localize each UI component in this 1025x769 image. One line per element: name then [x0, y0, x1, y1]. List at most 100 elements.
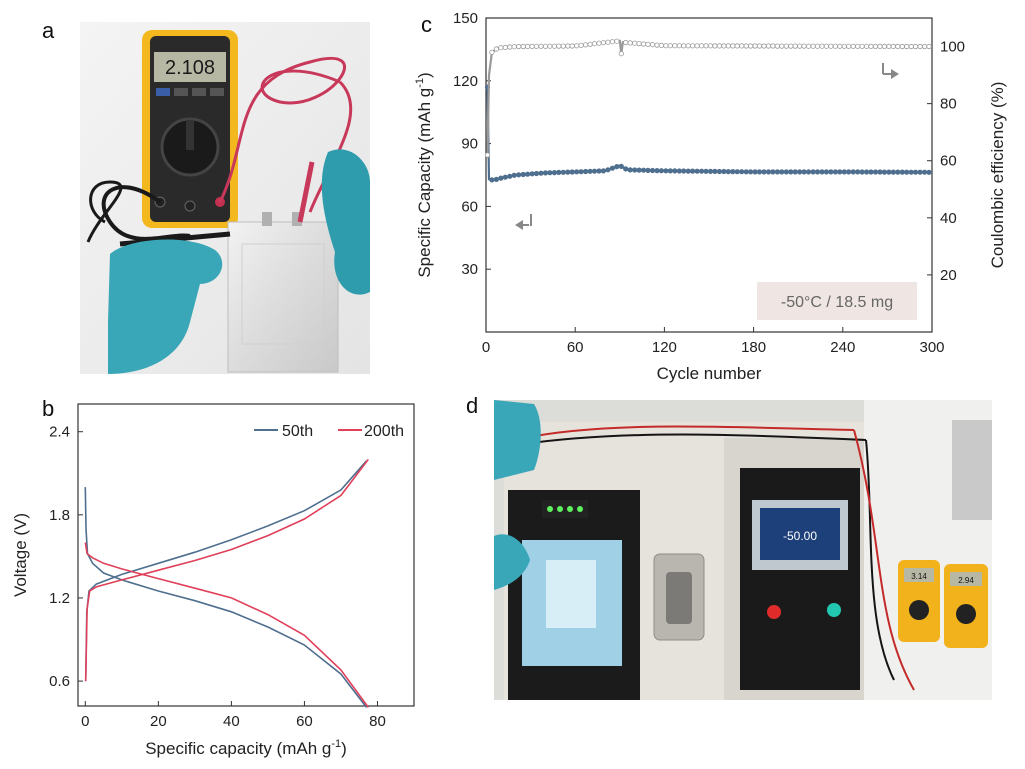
- c-series-right-point: [636, 40, 642, 47]
- c-series-right-point: [721, 43, 727, 49]
- b-x-tick-label: 60: [296, 713, 313, 730]
- c-series-left-point: [823, 169, 829, 175]
- c-series-right-point: [649, 42, 656, 48]
- c-right-tick-label: 80: [940, 96, 957, 113]
- c-series-left-point: [502, 174, 508, 180]
- c-series-right-point: [921, 43, 928, 50]
- c-series-right-point: [694, 43, 700, 49]
- c-series-left-point: [841, 169, 847, 175]
- c-series-right-point: [730, 43, 736, 49]
- legend-200th-label: 200th: [364, 423, 404, 440]
- c-series-right-point: [600, 40, 606, 46]
- c-series-right-point: [578, 42, 584, 48]
- c-series-right-point: [609, 39, 615, 45]
- c-series-left-point: [533, 170, 540, 177]
- c-series-left-point: [752, 169, 758, 175]
- c-series-right-point: [493, 46, 500, 52]
- c-series-right-point: [814, 43, 821, 49]
- c-series-left-point: [681, 168, 687, 174]
- c-series-left-point: [743, 169, 749, 175]
- c-x-tick-label: 240: [830, 339, 855, 356]
- c-series-left-point: [641, 167, 647, 173]
- c-series-right-point: [810, 43, 816, 49]
- c-series-left-point: [689, 168, 696, 174]
- b-x-tick-label: 20: [150, 713, 167, 730]
- c-series-right-point: [511, 44, 517, 50]
- c-series-left-point: [520, 171, 526, 178]
- c-series-left-point: [921, 169, 928, 175]
- c-series-left-point: [698, 168, 705, 174]
- photo-low-temperature-chamber: -50.00 3.14 2.94: [494, 400, 992, 700]
- c-series-left-point: [511, 172, 517, 178]
- c-series-left-point: [654, 168, 660, 174]
- c-series-right-point: [756, 43, 763, 49]
- c-series-left-point: [587, 168, 593, 174]
- c-series-right-point: [596, 40, 602, 46]
- c-series-right-point: [716, 43, 722, 49]
- c-series-right-point: [863, 43, 870, 49]
- c-series-right-point: [841, 43, 847, 49]
- c-series-right-point: [565, 43, 571, 49]
- red-button-icon: [767, 605, 781, 619]
- c-right-tick-label: 60: [940, 153, 957, 170]
- c-series-left-point: [783, 169, 789, 175]
- b-y-tick-label: 1.8: [49, 507, 70, 524]
- chart-c-frame: [485, 17, 933, 333]
- c-x-tick-label: 60: [567, 339, 584, 356]
- c-series-right-point: [926, 43, 932, 50]
- c-series-right-point: [681, 43, 687, 49]
- b-x-tick-label: 80: [369, 713, 386, 730]
- c-series-right-point: [672, 43, 678, 49]
- chart-b-x-axis-title: Specific capacity (mAh g-1): [145, 738, 347, 758]
- c-series-left-point: [828, 169, 834, 175]
- c-series-right-point: [881, 43, 887, 50]
- c-series-left-point: [565, 169, 571, 175]
- c-series-left-point: [734, 169, 740, 175]
- meter-2-reading: 2.94: [958, 576, 974, 585]
- c-left-tick-label: 90: [461, 136, 478, 153]
- c-series-left-point: [489, 177, 495, 183]
- c-series-left-point: [774, 169, 780, 175]
- c-series-left-point: [926, 169, 932, 175]
- c-series-left-point: [805, 169, 812, 175]
- c-x-tick-label: 120: [652, 339, 677, 356]
- c-series-left-point: [614, 164, 620, 170]
- c-series-right-point: [556, 43, 562, 49]
- c-series-left-point: [801, 169, 807, 175]
- c-series-left-point: [591, 168, 598, 174]
- c-series-left-point: [542, 170, 549, 176]
- c-series-right-point: [868, 43, 874, 50]
- c-series-left-point: [623, 166, 629, 172]
- c-series-left-point: [645, 167, 651, 173]
- c-series-left-point: [730, 169, 736, 175]
- c-series-left-point: [560, 169, 566, 175]
- c-series-right-point: [872, 43, 879, 50]
- c-series-right-point: [587, 41, 593, 47]
- c-series-left-point: [685, 168, 691, 174]
- c-series-left-point: [716, 168, 722, 175]
- c-series-right-point: [743, 43, 749, 49]
- c-series-left-point: [694, 168, 700, 174]
- c-series-left-point: [618, 163, 624, 169]
- c-series-left-point: [899, 169, 905, 175]
- c-series-left-point: [814, 169, 821, 175]
- c-series-right-point: [899, 43, 905, 50]
- series-200th-discharge-line: [84, 542, 369, 708]
- c-x-tick-label: 0: [482, 339, 490, 356]
- c-series-left-point: [529, 171, 535, 177]
- right-axis-arrow-icon: [882, 63, 899, 79]
- panel-b-letter: b: [42, 396, 55, 421]
- photo-pouch-cell-multimeter: 2.108: [80, 22, 370, 374]
- c-series-right-point: [502, 44, 508, 51]
- c-series-right-point: [698, 43, 705, 49]
- c-series-right-point: [614, 38, 620, 44]
- c-series-right-point: [689, 43, 696, 49]
- c-series-right-point: [895, 43, 901, 50]
- c-series-right-point: [850, 43, 856, 49]
- c-series-right-point: [819, 43, 825, 49]
- panel-d-letter: d: [466, 393, 479, 418]
- controller-temperature-reading: -50.00: [783, 529, 817, 543]
- c-series-left-point: [493, 176, 500, 182]
- c-series-right-point: [489, 49, 495, 55]
- c-series-left-point: [792, 169, 798, 175]
